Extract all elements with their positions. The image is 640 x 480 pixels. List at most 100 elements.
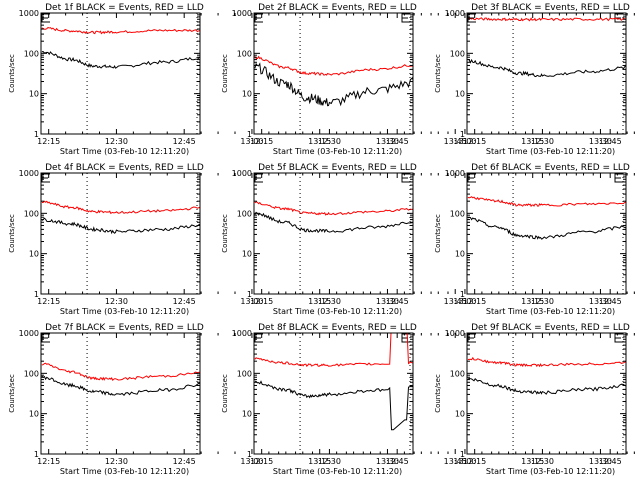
x-tick-label: 12:45 xyxy=(599,137,622,146)
y-tick-label: 10 xyxy=(242,250,252,259)
y-tick-label: 10 xyxy=(29,90,39,99)
series-events-line xyxy=(467,58,626,78)
x-tick-label: 13:30 xyxy=(589,137,612,146)
x-axis-label: Start Time (03-Feb-10 12:11:20) xyxy=(273,147,402,156)
y-tick-label: 100 xyxy=(450,369,465,378)
chart-panel: Det 5f BLACK = Events, RED = LLD 1 10 100 10… xyxy=(221,163,635,316)
x-tick-label: 12:15 xyxy=(250,297,273,306)
y-tick-label: 100 xyxy=(450,49,465,58)
e-marker-icon xyxy=(467,13,476,23)
panel-title: Det 7f BLACK = Events, RED = LLD xyxy=(45,323,204,333)
x-tick-label: 13:15 xyxy=(521,457,544,466)
x-tick-label: 12:45 xyxy=(173,297,196,306)
series-lld-line xyxy=(41,200,200,215)
x-tick-label: 12:30 xyxy=(318,297,341,306)
y-axis-label: Counts/sec xyxy=(8,54,16,93)
x-tick-label: 12:15 xyxy=(463,297,486,306)
x-axis-label: Start Time (03-Feb-10 12:11:20) xyxy=(486,147,615,156)
x-tick-label: 12:15 xyxy=(37,457,60,466)
y-tick-label: 1 xyxy=(460,450,465,459)
y-axis-label: Counts/sec xyxy=(221,214,229,253)
x-axis-label: Start Time (03-Feb-10 12:11:20) xyxy=(486,307,615,316)
x-tick-label: 12:30 xyxy=(318,137,341,146)
y-tick-label: 1 xyxy=(247,130,252,139)
series-events-line xyxy=(254,211,413,234)
x-tick-label: 12:45 xyxy=(599,457,622,466)
x-tick-label: 12:15 xyxy=(463,457,486,466)
x-tick-label: 12:45 xyxy=(599,297,622,306)
x-tick-label: 13:15 xyxy=(308,457,331,466)
x-tick-label: 12:30 xyxy=(531,457,554,466)
panel-title: Det 6f BLACK = Events, RED = LLD xyxy=(471,163,630,173)
plot-frame xyxy=(466,12,627,135)
x-tick-label: 13:45 xyxy=(444,297,467,306)
y-tick-label: 1000 xyxy=(19,329,39,338)
y-tick-label: 10 xyxy=(242,410,252,419)
series-events-line xyxy=(41,375,200,397)
y-tick-label: 1000 xyxy=(445,329,465,338)
e-marker-icon xyxy=(254,173,263,183)
y-tick-label: 10 xyxy=(29,250,39,259)
series-events-line xyxy=(41,217,200,235)
chart-panel: Det 3f BLACK = Events, RED = LLD 1 10 100 10… xyxy=(434,3,630,156)
x-tick-label: 13:30 xyxy=(376,137,399,146)
e-marker-icon xyxy=(41,13,50,23)
e-marker-icon xyxy=(614,333,624,343)
panel-title: Det 1f BLACK = Events, RED = LLD xyxy=(45,3,204,13)
y-tick-label: 10 xyxy=(455,250,465,259)
y-tick-label: 10 xyxy=(455,410,465,419)
y-axis-label: Counts/sec xyxy=(8,374,16,413)
e-marker-icon xyxy=(254,13,263,23)
x-tick-label: 13:15 xyxy=(521,137,544,146)
x-tick-label: 13:15 xyxy=(308,297,331,306)
plot-frame xyxy=(253,12,414,135)
plot-frame xyxy=(40,172,201,295)
y-tick-label: 1 xyxy=(460,290,465,299)
x-tick-label: 12:45 xyxy=(386,297,409,306)
y-axis-label: Counts/sec xyxy=(8,214,16,253)
x-tick-label: 13:45 xyxy=(444,137,467,146)
e-marker-icon xyxy=(41,173,50,183)
e-marker-icon xyxy=(254,333,263,343)
panel-title: Det 3f BLACK = Events, RED = LLD xyxy=(471,3,630,13)
y-tick-label: 1000 xyxy=(232,169,252,178)
x-tick-label: 13:15 xyxy=(308,137,331,146)
y-axis-label: Counts/sec xyxy=(434,214,442,253)
y-axis-label: Counts/sec xyxy=(434,54,442,93)
y-tick-label: 1000 xyxy=(445,169,465,178)
y-tick-label: 100 xyxy=(24,369,39,378)
plot-frame xyxy=(466,172,627,295)
series-lld-line xyxy=(41,26,200,35)
chart-panel: Det 6f BLACK = Events, RED = LLD 1 10 100 10… xyxy=(434,163,630,316)
x-tick-label: 12:15 xyxy=(250,457,273,466)
x-tick-label: 12:15 xyxy=(250,137,273,146)
y-tick-label: 1 xyxy=(247,450,252,459)
y-tick-label: 1000 xyxy=(232,9,252,18)
x-axis-label: Start Time (03-Feb-10 12:11:20) xyxy=(273,467,402,476)
x-tick-label: 13:00 xyxy=(240,137,263,146)
chart-panel: Det 8f BLACK = Events, RED = LLD 1 10 100 10… xyxy=(221,323,635,476)
x-axis-label: Start Time (03-Feb-10 12:11:20) xyxy=(60,307,189,316)
panel-title: Det 9f BLACK = Events, RED = LLD xyxy=(471,323,630,333)
x-tick-label: 13:00 xyxy=(453,297,476,306)
series-events-line xyxy=(467,217,626,240)
series-lld-line xyxy=(41,362,200,382)
series-lld-line xyxy=(254,201,413,216)
y-tick-label: 100 xyxy=(24,209,39,218)
panel-title: Det 8f BLACK = Events, RED = LLD xyxy=(258,323,417,333)
chart-panel: Det 7f BLACK = Events, RED = LLD 1 10 100 10… xyxy=(8,323,467,476)
x-tick-label: 12:15 xyxy=(37,297,60,306)
x-tick-label: 12:30 xyxy=(105,297,128,306)
y-axis-label: Counts/sec xyxy=(434,374,442,413)
panel-title: Det 5f BLACK = Events, RED = LLD xyxy=(258,163,417,173)
x-tick-label: 12:15 xyxy=(37,137,60,146)
y-tick-label: 1 xyxy=(34,130,39,139)
x-tick-label: 12:45 xyxy=(173,137,196,146)
y-tick-label: 1 xyxy=(34,290,39,299)
x-tick-label: 12:30 xyxy=(105,137,128,146)
panel-title: Det 4f BLACK = Events, RED = LLD xyxy=(45,163,204,173)
e-marker-icon xyxy=(467,173,476,183)
series-events-line xyxy=(467,377,626,395)
